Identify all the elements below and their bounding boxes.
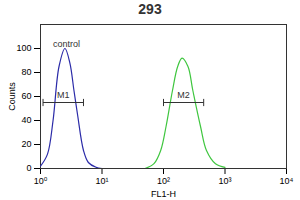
svg-text:80: 80 <box>21 67 31 77</box>
svg-text:M1: M1 <box>57 90 70 100</box>
svg-text:0: 0 <box>26 163 31 173</box>
svg-text:10²: 10² <box>157 176 170 186</box>
svg-text:20: 20 <box>21 139 31 149</box>
svg-text:10³: 10³ <box>218 176 231 186</box>
svg-text:40: 40 <box>21 115 31 125</box>
svg-text:control: control <box>53 39 80 49</box>
svg-text:FL1-H: FL1-H <box>151 189 176 199</box>
svg-text:Counts: Counts <box>7 82 17 111</box>
svg-text:100: 100 <box>16 43 31 53</box>
svg-text:10⁰: 10⁰ <box>34 176 48 186</box>
svg-text:60: 60 <box>21 91 31 101</box>
html-text:293: 293 <box>138 1 162 17</box>
svg-text:M2: M2 <box>177 90 190 100</box>
svg-text:10⁴: 10⁴ <box>280 176 294 186</box>
svg-text:10¹: 10¹ <box>95 176 108 186</box>
